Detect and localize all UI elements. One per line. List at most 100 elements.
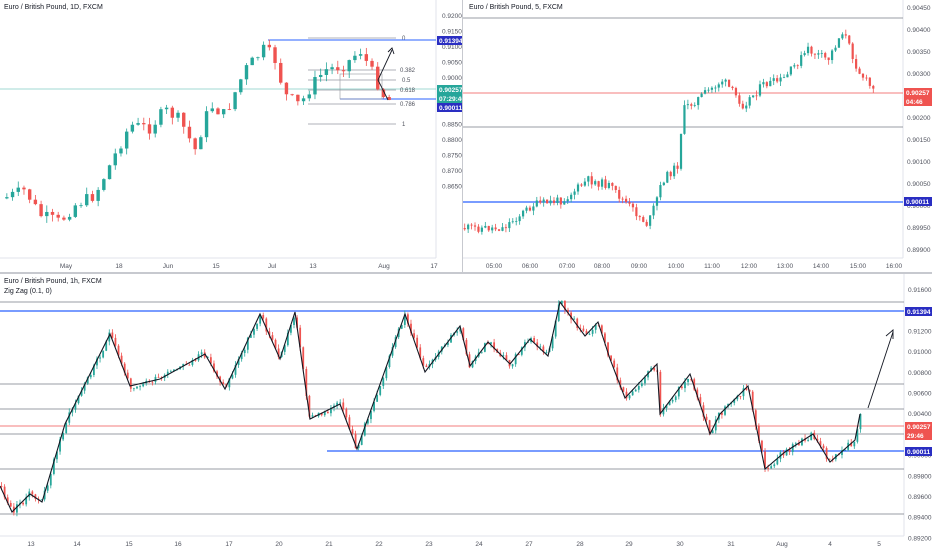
fivemin-candle <box>679 133 683 169</box>
arrow-head-icon <box>885 329 894 339</box>
x-tick-label: 28 <box>576 541 584 548</box>
fivemin-candle <box>686 104 689 106</box>
daily-chart-canvas[interactable]: 0.920000.915000.910000.905000.900000.895… <box>0 0 462 272</box>
hourly-candle <box>34 494 37 499</box>
chart-panel-5min[interactable]: Euro / British Pound, 5, FXCM 0.90450 0.9… <box>463 0 932 272</box>
daily-candle <box>73 205 78 217</box>
hourly-candle <box>9 502 12 507</box>
hourly-candle <box>456 331 459 333</box>
hourly-candle <box>640 383 643 387</box>
hourly-candle <box>844 449 846 451</box>
fivemin-candle <box>731 86 734 89</box>
daily-candle <box>85 194 89 206</box>
fivemin-candle <box>855 59 858 69</box>
zigzag-indicator-label[interactable]: Zig Zag (0.1, 0) <box>4 288 52 295</box>
hourly-candle <box>447 342 449 345</box>
x-tick-label: 08:00 <box>594 263 611 270</box>
hourly-candle <box>785 449 788 456</box>
fivemin-candle <box>868 77 871 86</box>
fivemin-candle <box>590 176 593 185</box>
panel-divider-vertical[interactable] <box>462 0 463 272</box>
fivemin-candle <box>587 176 590 182</box>
fivemin-candle <box>642 217 645 222</box>
hourly-candle <box>345 409 348 418</box>
hourly-candle <box>699 397 702 406</box>
hourly-candle <box>56 451 58 460</box>
hourly-chart-canvas[interactable]: 0.916000.914000.912000.910000.908000.906… <box>0 274 932 550</box>
hourly-candle <box>234 364 237 375</box>
panel-divider-horizontal[interactable] <box>0 272 932 274</box>
hourly-candle <box>514 354 517 365</box>
hourly-candle <box>203 352 206 358</box>
hourly-candle <box>139 386 141 388</box>
fivemin-candle <box>858 68 861 74</box>
x-tick-label: 18 <box>115 263 123 270</box>
x-tick-label: 22 <box>375 541 383 548</box>
x-tick-label: 4 <box>828 541 832 548</box>
fib-label: 0 <box>402 36 406 42</box>
fivemin-candle <box>714 87 717 89</box>
daily-candle <box>22 187 26 190</box>
daily-candle <box>330 67 334 70</box>
fivemin-candle <box>515 221 518 222</box>
fivemin-candle <box>762 82 765 85</box>
hourly-candle <box>468 354 471 368</box>
hourly-candle <box>240 353 243 360</box>
fivemin-candle <box>758 84 762 96</box>
hourly-candle <box>253 328 255 335</box>
badge-countdown-bg <box>905 431 932 440</box>
y-tick-label: 0.90000 <box>442 75 462 82</box>
hourly-candle <box>637 386 640 390</box>
hourly-candle <box>739 396 742 397</box>
hourly-candle <box>487 343 489 344</box>
daily-candle <box>199 137 203 150</box>
fivemin-candle <box>652 205 655 216</box>
hourly-candle <box>246 337 249 350</box>
fivemin-candle <box>607 182 611 188</box>
hourly-candle <box>825 448 828 459</box>
hourly-candle <box>480 351 483 353</box>
hourly-candle <box>757 425 760 441</box>
hourly-candle <box>120 355 123 364</box>
x-tick-label: 06:00 <box>522 263 539 270</box>
hourly-candle <box>320 412 323 416</box>
hourly-candle <box>610 355 612 361</box>
hourly-candle <box>542 346 545 353</box>
hourly-candle <box>671 399 674 402</box>
daily-candle <box>353 55 357 61</box>
fivemin-candle <box>693 105 696 106</box>
fivemin-candle <box>717 84 720 88</box>
hourly-candle <box>724 406 726 415</box>
fivemin-candle <box>559 197 562 205</box>
daily-candle <box>176 112 180 118</box>
daily-candle <box>90 194 95 201</box>
hourly-candle <box>339 402 342 404</box>
fivemin-candle <box>563 201 566 205</box>
hourly-candle <box>250 334 252 338</box>
daily-candle <box>261 44 266 58</box>
five-minute-chart-canvas[interactable]: 0.904500.904000.903500.903000.902500.902… <box>463 0 932 272</box>
hourly-candle <box>330 407 332 414</box>
hourly-candle <box>410 323 412 334</box>
hourly-candle <box>0 486 3 487</box>
fivemin-candle <box>724 79 727 82</box>
daily-candle <box>256 57 260 59</box>
hourly-candle <box>505 355 508 360</box>
fivemin-candle <box>480 227 483 232</box>
daily-candle <box>182 112 186 127</box>
fivemin-candle <box>673 165 676 177</box>
x-tick-label: 14 <box>73 541 81 548</box>
chart-panel-hourly[interactable]: Euro / British Pound, 1h, FXCM Zig Zag (… <box>0 274 932 550</box>
x-tick-label: 12:00 <box>741 263 758 270</box>
hourly-candle <box>767 467 770 469</box>
badge-top-level-bg <box>905 307 932 316</box>
hourly-candle <box>450 335 452 343</box>
hourly-candle <box>348 417 351 430</box>
hourly-candle <box>773 464 776 467</box>
hourly-candle <box>243 349 246 354</box>
hourly-candle <box>810 432 813 441</box>
